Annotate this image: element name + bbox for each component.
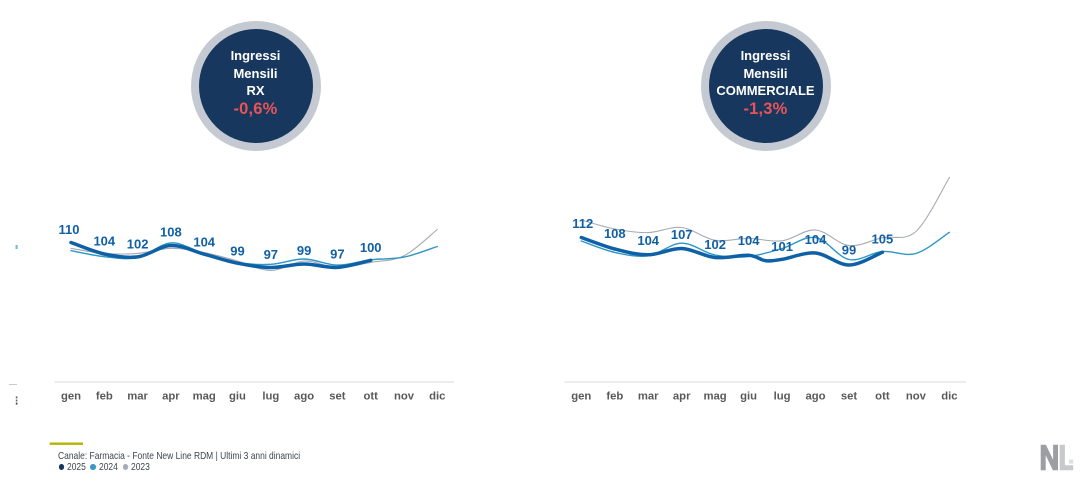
svg-text:gen: gen	[571, 391, 591, 403]
svg-text:99: 99	[842, 243, 856, 258]
svg-text:99: 99	[297, 243, 311, 258]
svg-text:102: 102	[127, 237, 149, 252]
svg-text:ott: ott	[875, 391, 890, 403]
svg-text:giu: giu	[740, 391, 757, 403]
svg-text:104: 104	[193, 235, 215, 250]
svg-text:lug: lug	[774, 391, 791, 403]
svg-text:gen: gen	[61, 391, 81, 403]
svg-text:giu: giu	[229, 391, 246, 403]
svg-text:dic: dic	[429, 391, 445, 403]
svg-text:99: 99	[230, 243, 244, 258]
svg-text:ago: ago	[805, 391, 825, 403]
svg-text:104: 104	[738, 233, 760, 248]
svg-text:mar: mar	[127, 391, 148, 403]
svg-text:feb: feb	[96, 391, 113, 403]
svg-text:107: 107	[671, 227, 693, 242]
svg-text:100: 100	[360, 240, 382, 255]
svg-text:dic: dic	[941, 391, 957, 403]
svg-text:nov: nov	[394, 391, 415, 403]
svg-text:set: set	[329, 391, 346, 403]
svg-text:97: 97	[330, 246, 344, 261]
svg-text:97: 97	[264, 247, 278, 262]
svg-text:lug: lug	[262, 391, 279, 403]
svg-text:101: 101	[771, 239, 793, 254]
svg-text:mag: mag	[193, 391, 216, 403]
svg-text:ago: ago	[294, 391, 314, 403]
svg-text:102: 102	[704, 237, 726, 252]
svg-text:set: set	[841, 391, 858, 403]
svg-text:110: 110	[59, 222, 80, 237]
svg-text:108: 108	[604, 226, 626, 241]
svg-text:apr: apr	[162, 391, 180, 403]
svg-text:104: 104	[637, 233, 659, 248]
svg-text:112: 112	[572, 216, 593, 231]
svg-text:104: 104	[93, 233, 115, 248]
svg-text:apr: apr	[673, 391, 691, 403]
svg-text:mar: mar	[638, 391, 659, 403]
svg-text:feb: feb	[606, 391, 623, 403]
svg-text:108: 108	[160, 224, 182, 239]
svg-text:104: 104	[805, 232, 827, 247]
svg-text:mag: mag	[703, 391, 726, 403]
svg-text:105: 105	[872, 231, 894, 246]
svg-text:nov: nov	[906, 391, 927, 403]
svg-text:ott: ott	[363, 391, 378, 403]
